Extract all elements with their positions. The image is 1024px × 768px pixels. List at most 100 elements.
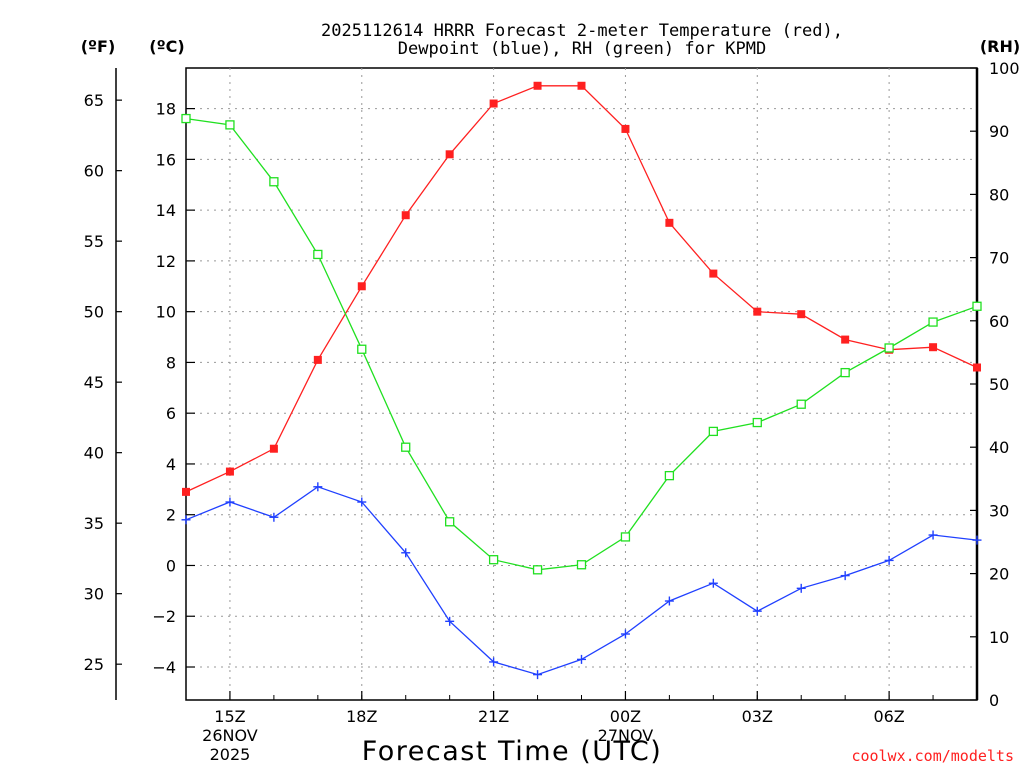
temperature-point (797, 310, 806, 319)
dewpoint-point (664, 596, 674, 606)
dewpoint-point (357, 497, 367, 507)
fahrenheit-unit-label: (ºF) (81, 37, 116, 56)
rh-point (796, 399, 806, 409)
dewpoint-point (401, 548, 411, 558)
temperature-point (973, 363, 981, 372)
chart-title-line1: 2025112614 HRRR Forecast 2-meter Tempera… (321, 21, 843, 41)
celsius-ticks: −4 −2 0 2 4 6 8 10 12 14 16 18 (152, 100, 195, 677)
rh-point (357, 344, 367, 354)
temperature-point (225, 467, 234, 476)
fahrenheit-tick-label: 65 (84, 91, 104, 110)
temperature-point (357, 282, 366, 291)
fahrenheit-tick-label: 35 (84, 514, 104, 533)
dewpoint-point (533, 670, 543, 680)
fahrenheit-tick-label: 25 (84, 655, 104, 674)
temperature-point (929, 343, 938, 352)
rh-tick-label: 100 (989, 59, 1020, 78)
fahrenheit-tick-label: 45 (84, 373, 104, 392)
rh-point (269, 177, 279, 187)
temperature-point (753, 307, 762, 316)
celsius-tick-label: 16 (156, 150, 176, 169)
dewpoint-point (620, 629, 630, 639)
time-tick-label: 15Z (214, 707, 245, 726)
fahrenheit-tick-label: 55 (84, 232, 104, 251)
celsius-tick-label: 0 (166, 556, 176, 575)
temperature-point (313, 355, 322, 364)
rh-point (840, 367, 850, 378)
celsius-tick-label: 12 (156, 252, 176, 271)
fahrenheit-tick-label: 30 (84, 585, 104, 604)
x-axis-label: Forecast Time (UTC) (362, 736, 663, 767)
celsius-tick-label: −4 (152, 658, 176, 677)
rh-point (752, 417, 762, 428)
rh-tick-label: 70 (989, 249, 1009, 268)
rh-point (181, 113, 191, 124)
rh-tick-label: 30 (989, 501, 1009, 520)
fahrenheit-tick-label: 40 (84, 444, 104, 463)
chart-title-line2: Dewpoint (blue), RH (green) for KPMD (398, 39, 766, 59)
rh-line (185, 117, 978, 571)
gridlines (186, 68, 977, 700)
celsius-tick-label: 10 (156, 303, 176, 322)
time-tick-label: 21Z (478, 707, 509, 726)
rh-point (928, 317, 938, 327)
time-tick-date: 26NOV (202, 726, 258, 745)
rh-tick-label: 40 (989, 438, 1009, 457)
rh-tick-label: 90 (989, 122, 1009, 141)
dewpoint-point (225, 497, 235, 507)
temperature-line (185, 85, 978, 493)
celsius-tick-label: 18 (156, 100, 176, 119)
rh-tick-label: 20 (989, 565, 1009, 584)
time-tick-year: 2025 (210, 745, 251, 764)
rh-point (401, 442, 411, 452)
temperature-point (665, 218, 674, 227)
rh-point (313, 249, 323, 260)
time-tick-label: 06Z (873, 707, 904, 726)
temperature-point (489, 99, 498, 108)
celsius-unit-label: (ºC) (149, 37, 184, 56)
fahrenheit-tick-label: 60 (84, 162, 104, 181)
rh-point (884, 343, 894, 353)
dewpoint-point (884, 555, 894, 565)
rh-tick-label: 10 (989, 628, 1009, 647)
time-tick-label: 03Z (742, 707, 773, 726)
rh-ticks: 0 10 20 30 40 50 60 70 80 90 100 (970, 59, 1020, 710)
celsius-tick-label: 6 (166, 404, 176, 423)
rh-point (664, 470, 675, 481)
time-tick-date: 27NOV (598, 726, 654, 745)
temperature-point (621, 124, 630, 133)
time-tick-label: 00Z (610, 707, 641, 726)
rh-tick-label: 0 (989, 691, 999, 710)
temperature-point (709, 269, 718, 278)
dewpoint-point (445, 616, 455, 626)
time-tick-label: 18Z (346, 707, 377, 726)
dewpoint-point (796, 583, 806, 593)
dewpoint-point (752, 606, 762, 616)
fahrenheit-tick-label: 50 (84, 303, 104, 322)
data-series (181, 81, 982, 680)
celsius-tick-label: 4 (166, 455, 176, 474)
plot-frame (185, 67, 978, 701)
temperature-point (577, 81, 586, 90)
dewpoint-point (577, 654, 586, 664)
rh-tick-label: 60 (989, 312, 1009, 331)
dewpoint-point (269, 512, 279, 522)
rh-unit-label: (RH) (980, 37, 1020, 56)
dewpoint-point (840, 571, 850, 581)
credit-label: coolwx.com/modelts (851, 747, 1014, 765)
rh-point (620, 532, 631, 542)
rh-point (225, 120, 235, 130)
temperature-point (841, 335, 850, 344)
celsius-tick-label: 14 (156, 201, 176, 220)
dewpoint-point (708, 578, 718, 588)
celsius-tick-label: 8 (166, 353, 176, 372)
dewpoint-point (489, 657, 499, 667)
rh-point (708, 426, 718, 437)
dewpoint-point (928, 530, 938, 540)
fahrenheit-ticks: 25 30 35 40 45 50 55 60 65 (84, 91, 122, 674)
rh-point (972, 301, 982, 311)
temperature-point (401, 211, 410, 220)
